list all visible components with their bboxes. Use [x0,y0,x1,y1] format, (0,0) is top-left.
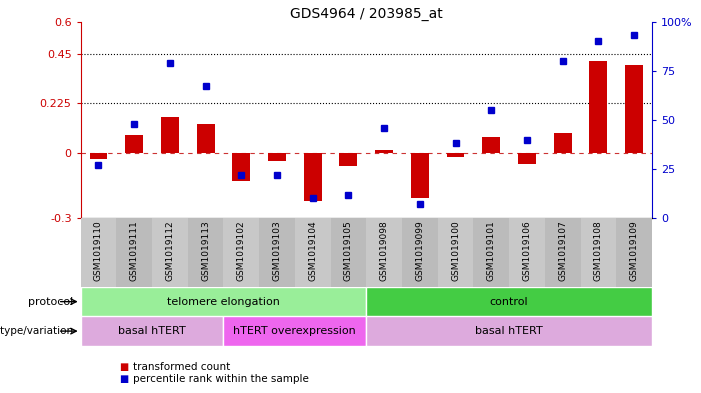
Text: GSM1019113: GSM1019113 [201,220,210,281]
Bar [590,61,607,152]
Text: control: control [490,297,529,307]
Bar [268,152,286,162]
Bar [81,316,224,346]
Bar [339,152,358,166]
Text: GSM1019112: GSM1019112 [165,220,175,281]
Bar [554,133,571,152]
Bar [580,218,616,287]
Text: GSM1019110: GSM1019110 [94,220,103,281]
Bar [447,152,465,157]
Bar [509,218,545,287]
Text: genotype/variation: genotype/variation [0,326,74,336]
Bar [473,218,509,287]
Text: protocol: protocol [28,297,74,307]
Bar [224,316,366,346]
Text: transformed count: transformed count [133,362,231,373]
Text: GSM1019102: GSM1019102 [237,220,246,281]
Bar [197,124,215,152]
Text: GSM1019107: GSM1019107 [558,220,567,281]
Bar [259,218,295,287]
Bar [295,218,331,287]
Text: GSM1019106: GSM1019106 [522,220,531,281]
Text: GSM1019108: GSM1019108 [594,220,603,281]
Text: percentile rank within the sample: percentile rank within the sample [133,374,309,384]
Bar [188,218,224,287]
Bar [366,287,652,316]
Bar [437,218,473,287]
Text: hTERT overexpression: hTERT overexpression [233,326,356,336]
Bar [616,218,652,287]
Text: GSM1019109: GSM1019109 [629,220,639,281]
Bar [81,287,366,316]
Text: ■: ■ [119,362,128,373]
Bar [224,218,259,287]
Bar [81,218,116,287]
Text: basal hTERT: basal hTERT [475,326,543,336]
Text: GSM1019098: GSM1019098 [380,220,388,281]
Text: GSM1019099: GSM1019099 [415,220,424,281]
Text: GSM1019103: GSM1019103 [273,220,282,281]
Text: GSM1019101: GSM1019101 [486,220,496,281]
Bar [366,218,402,287]
Title: GDS4964 / 203985_at: GDS4964 / 203985_at [290,7,442,20]
Bar [90,152,107,159]
Bar [545,218,580,287]
Bar [116,218,152,287]
Bar [152,218,188,287]
Bar [366,316,652,346]
Text: GSM1019104: GSM1019104 [308,220,318,281]
Bar [232,152,250,181]
Text: GSM1019111: GSM1019111 [130,220,139,281]
Bar [125,135,143,152]
Bar [304,152,322,201]
Text: GSM1019100: GSM1019100 [451,220,460,281]
Bar [411,152,429,198]
Text: basal hTERT: basal hTERT [118,326,186,336]
Text: ■: ■ [119,374,128,384]
Text: GSM1019105: GSM1019105 [344,220,353,281]
Bar [375,151,393,152]
Bar [402,218,437,287]
Bar [625,65,643,152]
Text: telomere elongation: telomere elongation [167,297,280,307]
Bar [482,137,501,152]
Bar [331,218,366,287]
Bar [518,152,536,163]
Bar [161,117,179,152]
